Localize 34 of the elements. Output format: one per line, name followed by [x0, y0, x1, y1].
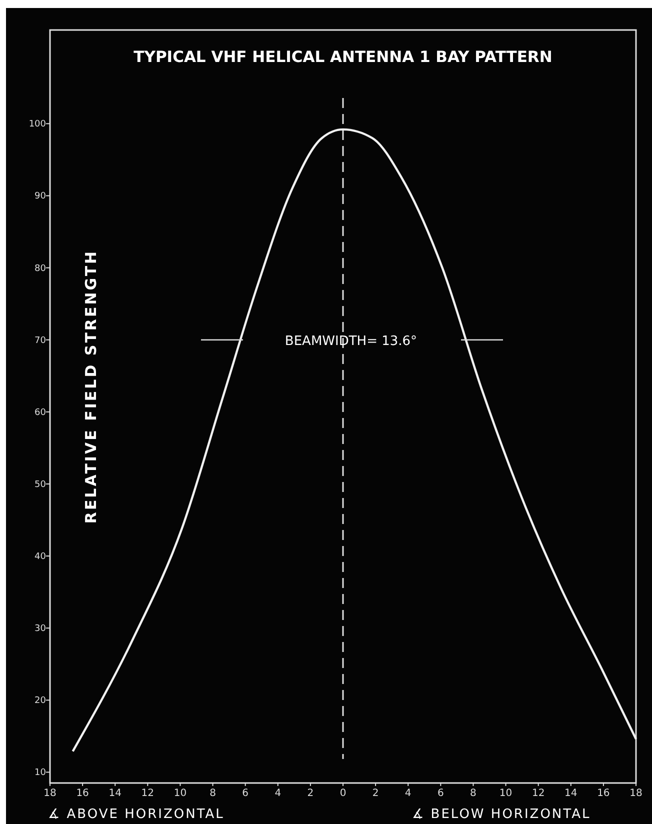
- x-tick-label: 8: [470, 788, 476, 799]
- line-series: [72, 128, 638, 752]
- text: ∡ ABOVE HORIZONTAL: [48, 807, 224, 822]
- x-tick-label: 2: [307, 788, 314, 799]
- x-tick-label: 10: [174, 788, 187, 799]
- x-tick-label: 14: [108, 788, 122, 799]
- y-tick-label: 50: [34, 480, 46, 490]
- y-tick-label: 70: [34, 336, 46, 346]
- x-tick-label: 6: [437, 788, 444, 799]
- y-tick-label: 80: [34, 264, 46, 274]
- x-tick-label: 12: [532, 788, 545, 799]
- x-tick-label: 0: [340, 788, 346, 799]
- x-tick-label: 6: [242, 788, 249, 799]
- x-tick-label: 18: [44, 788, 56, 799]
- x-tick-label: 18: [630, 788, 642, 799]
- x-tick-label: 14: [564, 788, 578, 799]
- x-tick-label: 12: [141, 788, 154, 799]
- y-tick-label: 90: [34, 192, 46, 202]
- x-tick-label: 10: [499, 788, 512, 799]
- x-tick-label: 16: [76, 788, 89, 799]
- y-tick-label: 30: [34, 624, 46, 634]
- y-tick-label: 60: [34, 408, 46, 418]
- y-axis-title: RELATIVE FIELD STRENGTH: [82, 249, 100, 524]
- y-tick-label: 20: [34, 696, 46, 706]
- x-tick-label: 16: [597, 788, 610, 799]
- text: ∡ BELOW HORIZONTAL: [412, 807, 591, 822]
- text: TYPICAL VHF HELICAL ANTENNA 1 BAY PATTERN: [134, 48, 552, 66]
- y-tick-label: 100: [28, 120, 46, 130]
- y-tick-label: 40: [34, 552, 46, 562]
- x-tick-label: 4: [404, 788, 412, 799]
- x-tick-label: 2: [372, 788, 379, 799]
- y-tick-label: 10: [34, 768, 46, 778]
- x-tick-label: 8: [210, 788, 216, 799]
- x-tick-label: 4: [274, 788, 282, 799]
